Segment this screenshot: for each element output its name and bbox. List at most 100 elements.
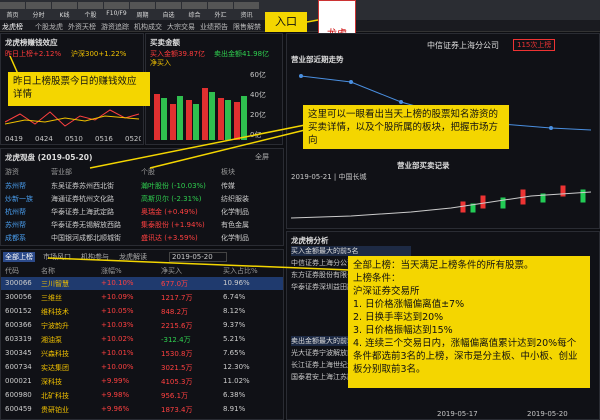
list-cell: 1217.7万 (161, 294, 193, 302)
list-tab[interactable]: 全部上榜 (3, 252, 35, 262)
branch-count: 115次上榜 (513, 39, 556, 51)
watch-cell: 成都系 (5, 234, 26, 242)
candle-chart (291, 185, 592, 219)
list-cell: +10.05% (101, 307, 134, 315)
watch-cell: 盛讯达 (+3.59%) (141, 234, 198, 242)
menu-tab[interactable]: 大宗交易 (167, 23, 195, 31)
buy-title: 买入金额最大的前5名 (291, 246, 411, 256)
list-cell: 300056 (5, 293, 32, 301)
list-cell: +9.99% (101, 377, 130, 385)
watch-cell: 苏州帮 (5, 221, 26, 229)
list-cell: 北矿科技 (41, 392, 69, 400)
watch-cell: 化学制品 (221, 234, 249, 242)
list-cell: +10.09% (101, 293, 134, 301)
watch-cell: 海通证券杭州文化路 (51, 195, 114, 203)
list-cell: 8.12% (223, 307, 246, 315)
column-header: 游资 (5, 168, 19, 176)
toolbar-icon[interactable]: 自选 (156, 2, 181, 18)
list-cell: +10.00% (101, 363, 134, 371)
list-cell: 实达集团 (41, 364, 69, 372)
sell-row: 国泰君安上海江苏路 (291, 373, 354, 381)
row-bg[interactable] (1, 277, 283, 290)
list-cell: 600152 (5, 307, 32, 315)
record-info: 2019-05-21 | 中国长城 (291, 173, 367, 181)
annotation: 昨日上榜股票今日的赚钱效应详情 (8, 72, 150, 106)
list-tab[interactable]: 机构参与 (81, 253, 109, 261)
menu-tab[interactable]: 机构成交 (134, 23, 162, 31)
menu-tab[interactable]: 个股龙虎 (35, 23, 63, 31)
rules-heading: 全部上榜：当天满足上榜条件的所有股票。 (353, 260, 534, 271)
fullscreen-button[interactable]: 全屏 (255, 153, 269, 161)
list-tab[interactable]: 龙虎解读 (119, 253, 147, 261)
menu-tab[interactable]: 业绩预告 (200, 23, 228, 31)
list-cell: 956.1万 (161, 392, 189, 400)
list-cell: 000021 (5, 377, 32, 385)
list-cell: 600459 (5, 405, 32, 413)
list-cell: +10.02% (101, 335, 134, 343)
date-label: 2019-05-17 (437, 410, 478, 418)
watch-cell: 纺织服装 (221, 195, 249, 203)
list-cell: 9.37% (223, 321, 246, 329)
toolbar-icon[interactable]: 个股 (78, 2, 103, 18)
buy-list: 中信证券上海分公司 东方证券股份有限公司 华泰证券深圳益田路 (291, 258, 421, 298)
watch-cell: 炒新一族 (5, 195, 33, 203)
watch-table: 游资 营业部 个股 板块 苏州帮 东吴证券苏州西北街 瀚叶股份 (-10.03%) 传媒 炒新一… (1, 165, 283, 245)
dragon-button[interactable]: 龙虎 (318, 0, 356, 38)
menu-tab[interactable]: 限售解禁 (233, 23, 261, 31)
date-tick: 0419 (5, 135, 23, 143)
list-cell: 4105.3万 (161, 378, 193, 386)
date-tick: 0510 (65, 135, 83, 143)
annotation: 这里可以一眼看出当天上榜的股票知名游资的买卖详情，以及个股所属的板块，把握市场方… (303, 105, 509, 149)
list-cell: 600734 (5, 363, 32, 371)
watch-cell: 传媒 (221, 182, 235, 190)
sell-list: 光大证券宁波解放南路 长江证券上海世纪大道 国泰君安上海江苏路 (291, 348, 421, 388)
date-picker[interactable]: 2019-05-20 (169, 252, 227, 262)
watch-cell: 苏州帮 (5, 182, 26, 190)
list-cell: 11.02% (223, 377, 250, 385)
list-cell: 300345 (5, 349, 32, 357)
date-tick: 0520 (125, 135, 141, 143)
panel-title: 营业部买卖记录 (397, 161, 450, 170)
toolbar-icon[interactable]: 首页 (0, 2, 25, 18)
toolbar-icon[interactable]: F10/F9 (104, 2, 129, 18)
list-cell: 677.0万 (161, 280, 189, 288)
column-header: 净买入 (161, 267, 182, 275)
toolbar-icon[interactable]: 资讯 (234, 2, 259, 18)
list-table: 代码 名称 涨幅% 净买入 买入占比% 300066 三川智慧 +10.10% 677.0万 10… (1, 265, 283, 419)
rule-item: 4. 连续三个交易日内，涨幅偏离值累计达到20%每个条件都选前3名的上榜，深市是… (353, 338, 578, 375)
watch-cell: 杭州帮 (5, 208, 26, 216)
watch-cell: 化学制品 (221, 208, 249, 216)
annotation: 全部上榜：当天满足上榜条件的所有股票。 上榜条件： 沪深证券交易所 1. 日价格… (348, 256, 590, 388)
list-cell: 贵研铂业 (41, 406, 69, 414)
column-header: 板块 (221, 168, 235, 176)
menu-tab[interactable]: 游资追踪 (101, 23, 129, 31)
toolbar-icon[interactable]: 周期 (130, 2, 155, 18)
column-header: 代码 (5, 267, 19, 275)
panel-title: 龙虎榜赚钱效应 (5, 38, 58, 47)
watch-cell: 奥瑞金 (+0.49%) (141, 208, 198, 216)
legend: 昨日上榜+2.12% (5, 50, 62, 58)
panel-title: 营业部近期走势 (291, 55, 344, 64)
list-cell: 1530.8万 (161, 350, 193, 358)
list-cell: 宁波韵升 (41, 322, 69, 330)
column-header: 买入占比% (223, 267, 258, 275)
list-tab[interactable]: 市场风口 (43, 253, 71, 261)
toolbar-icon[interactable]: K线 (52, 2, 77, 18)
toolbar-icon[interactable]: 外汇 (208, 2, 233, 18)
rule-item: 2. 日换手率达到20% (353, 312, 444, 323)
list-cell: +10.10% (101, 279, 134, 287)
toolbar-icon[interactable]: 综合 (182, 2, 207, 18)
menu-tab[interactable]: 龙虎榜 (2, 23, 23, 31)
panel-title: 买卖金额 (150, 38, 180, 47)
toolbar-icon[interactable]: 分时 (26, 2, 51, 18)
list-cell: 300066 (5, 279, 32, 287)
list-cell: 8.91% (223, 405, 246, 413)
column-header: 名称 (41, 267, 55, 275)
date-tick: 0516 (95, 135, 113, 143)
list-cell: 三川智慧 (41, 280, 69, 288)
menu-tab[interactable]: 外资天榜 (68, 23, 96, 31)
list-cell: 7.65% (223, 349, 246, 357)
date-axis: 0419 0424 0510 0516 0520 (5, 135, 141, 144)
panel-title: 龙虎观盘 (2019-05-20) (5, 153, 93, 162)
